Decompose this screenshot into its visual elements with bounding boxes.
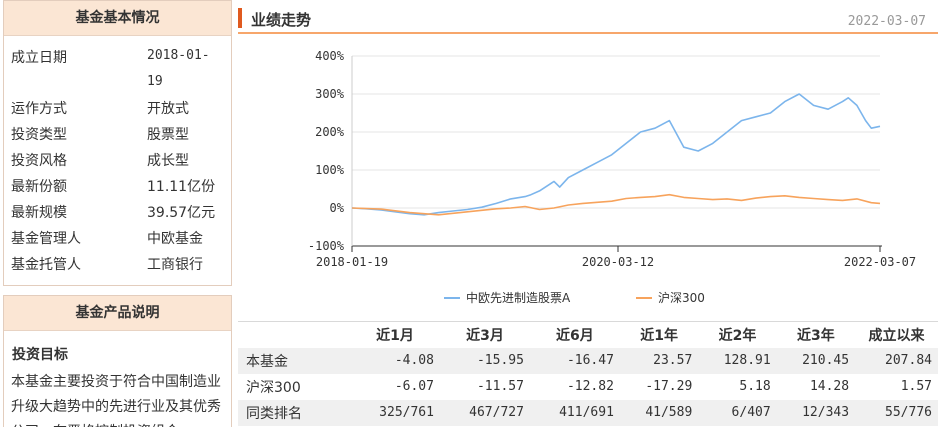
x-tick-label: 2020-03-12 bbox=[582, 255, 654, 269]
info-label-scale: 最新规模 bbox=[11, 205, 67, 221]
info-value-established: 2018-01- bbox=[147, 48, 210, 63]
y-tick-label: 400% bbox=[315, 49, 345, 63]
x-tick-label: 2018-01-19 bbox=[316, 255, 388, 269]
table-cell: -15.95 bbox=[439, 347, 530, 374]
row-label: 本基金 bbox=[238, 347, 350, 374]
fund-product-panel: 基金产品说明 投资目标 本基金主要投资于符合中国制造业升级大趋势中的先进行业及其… bbox=[3, 295, 232, 427]
table-cell: 41/589 bbox=[619, 399, 699, 426]
table-cell: 467/727 bbox=[439, 399, 530, 426]
info-value-shares: 11.11亿份 bbox=[147, 179, 216, 195]
performance-section: 业绩走势 2022-03-07 400% 300% 200% 100% 0% -100% 2… bbox=[238, 0, 941, 427]
table-cell: 5.18 bbox=[698, 373, 777, 400]
table-row-rank: 同类排名 325/761 467/727 411/691 41/589 6/40… bbox=[238, 399, 938, 426]
table-cell: 210.45 bbox=[776, 347, 856, 374]
series-line-0 bbox=[351, 93, 881, 216]
table-header: 近3年 bbox=[776, 321, 856, 348]
table-header-row: 近1月 近3月 近6月 近1年 近2年 近3年 成立以来 bbox=[238, 321, 938, 348]
section-accent-bar bbox=[238, 8, 242, 28]
table-cell: -6.07 bbox=[350, 373, 440, 400]
table-header: 近1月 bbox=[350, 321, 440, 348]
table-cell: 207.84 bbox=[855, 347, 938, 374]
table-header: 近2年 bbox=[698, 321, 777, 348]
y-tick-label: 0% bbox=[330, 201, 345, 215]
x-tick-label: 2022-03-07 bbox=[844, 255, 916, 269]
table-header-blank bbox=[238, 321, 350, 348]
row-label: 同类排名 bbox=[238, 399, 350, 426]
table-cell: 325/761 bbox=[350, 399, 440, 426]
info-label-manager: 基金管理人 bbox=[11, 231, 81, 247]
info-value-established-cont: 19 bbox=[147, 74, 163, 89]
info-value-manager[interactable]: 中欧基金 bbox=[147, 231, 203, 247]
info-label-established: 成立日期 bbox=[11, 50, 67, 66]
table-cell: -17.29 bbox=[619, 373, 699, 400]
table-cell: 23.57 bbox=[619, 347, 699, 374]
info-value-type: 股票型 bbox=[147, 127, 189, 143]
info-value-scale: 39.57亿元 bbox=[147, 205, 216, 221]
table-cell: 14.28 bbox=[776, 373, 856, 400]
table-cell: 6/407 bbox=[698, 399, 777, 426]
performance-title: 业绩走势 bbox=[251, 11, 312, 29]
series-line-1 bbox=[351, 193, 881, 216]
table-cell: -16.47 bbox=[529, 347, 620, 374]
row-label: 沪深300 bbox=[238, 373, 350, 400]
info-value-custodian: 工商银行 bbox=[147, 257, 203, 273]
table-row-fund: 本基金 -4.08 -15.95 -16.47 23.57 128.91 210… bbox=[238, 347, 938, 374]
performance-table: 近1月 近3月 近6月 近1年 近2年 近3年 成立以来 本基金 -4.08 -… bbox=[238, 321, 938, 426]
table-row-index: 沪深300 -6.07 -11.57 -12.82 -17.29 5.18 14… bbox=[238, 373, 938, 400]
table-header: 近1年 bbox=[619, 321, 699, 348]
fund-basic-info-title: 基金基本情况 bbox=[4, 1, 231, 36]
table-cell: -4.08 bbox=[350, 347, 440, 374]
performance-header: 业绩走势 2022-03-07 bbox=[238, 6, 938, 34]
table-header: 近6月 bbox=[529, 321, 620, 348]
info-label-operation: 运作方式 bbox=[11, 101, 67, 117]
table-cell: 128.91 bbox=[698, 347, 777, 374]
table-header: 成立以来 bbox=[855, 321, 938, 348]
performance-chart: 400% 300% 200% 100% 0% -100% 2018-01-19 2020-03… bbox=[308, 49, 916, 305]
table-cell: 55/776 bbox=[855, 399, 938, 426]
table-cell: 1.57 bbox=[855, 373, 938, 400]
table-cell: 12/343 bbox=[776, 399, 856, 426]
table-header: 近3月 bbox=[439, 321, 530, 348]
y-tick-label: 200% bbox=[315, 125, 345, 139]
y-tick-label: 100% bbox=[315, 163, 345, 177]
info-label-style: 投资风格 bbox=[11, 153, 67, 169]
info-value-operation: 开放式 bbox=[147, 101, 189, 117]
investment-objective-text: 本基金主要投资于符合中国制造业升级大趋势中的先进行业及其优秀公司，在严格控制投资… bbox=[11, 374, 221, 427]
performance-date: 2022-03-07 bbox=[847, 14, 926, 29]
table-cell: -12.82 bbox=[529, 373, 620, 400]
info-label-custodian: 基金托管人 bbox=[11, 257, 81, 273]
fund-basic-info-panel: 基金基本情况 成立日期 2018-01- 19 运作方式 开放式 投资类型 股票… bbox=[3, 0, 232, 286]
legend-label: 沪深300 bbox=[658, 291, 705, 305]
y-tick-label: -100% bbox=[308, 239, 345, 253]
legend-label: 中欧先进制造股票A bbox=[466, 290, 571, 305]
table-cell: -11.57 bbox=[439, 373, 530, 400]
fund-product-title: 基金产品说明 bbox=[4, 296, 231, 331]
table-cell: 411/691 bbox=[529, 399, 620, 426]
y-tick-label: 300% bbox=[315, 87, 345, 101]
investment-objective-heading: 投资目标 bbox=[12, 347, 68, 363]
info-label-type: 投资类型 bbox=[11, 127, 67, 143]
info-label-shares: 最新份额 bbox=[11, 179, 67, 195]
info-value-style: 成长型 bbox=[147, 153, 189, 169]
